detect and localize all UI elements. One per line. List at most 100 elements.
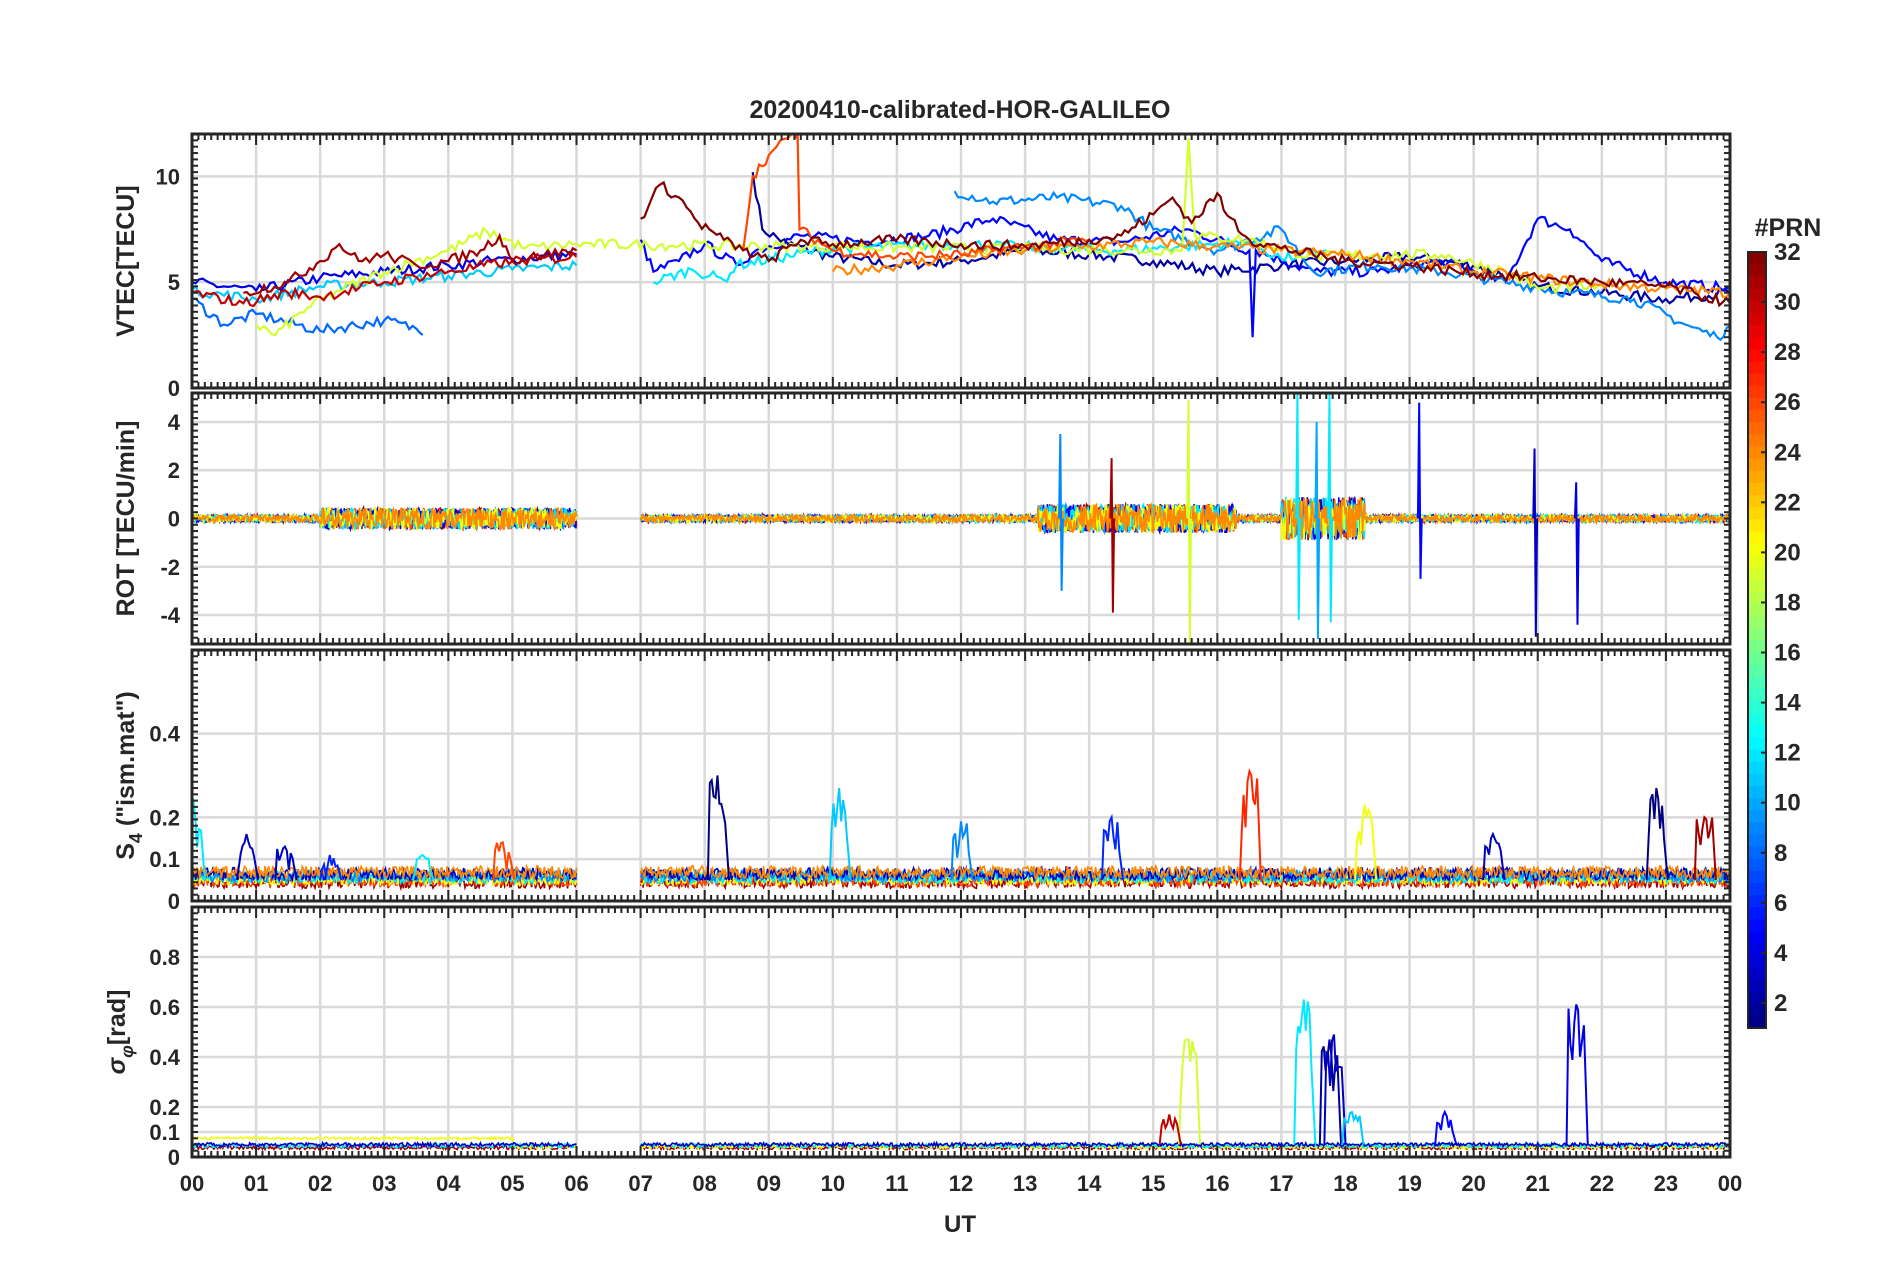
- x-tick-label: 09: [757, 1171, 781, 1196]
- colorbar-tick-label: 12: [1774, 740, 1801, 767]
- y-tick-label: 0: [168, 507, 180, 532]
- y-tick-label: 4: [168, 410, 181, 435]
- x-tick-label: 11: [885, 1171, 908, 1196]
- x-tick-label: 03: [372, 1171, 396, 1196]
- colorbar-tick-label: 2: [1774, 990, 1787, 1017]
- colorbar-band: [1748, 676, 1766, 689]
- y-tick-label: 0.6: [149, 995, 180, 1020]
- y-axis-label: ROT [TECU/min]: [112, 421, 140, 617]
- panel-rot: -4 -2 0 2 4 ROT [TECU/min]: [112, 391, 1732, 646]
- colorbar-band: [1748, 506, 1766, 520]
- colorbar-band: [1748, 458, 1766, 471]
- x-tick-label: 00: [180, 1171, 204, 1196]
- colorbar-tick-label: 6: [1774, 890, 1787, 917]
- y-axis-label: S4 ("ism.mat"): [112, 691, 146, 860]
- colorbar-band: [1748, 397, 1766, 411]
- colorbar-band: [1748, 809, 1766, 823]
- colorbar-band: [1748, 688, 1766, 702]
- x-tick-label: 06: [564, 1171, 588, 1196]
- s4-peak: [492, 841, 516, 881]
- x-tick-label: 08: [692, 1171, 716, 1196]
- rot-spike: [1109, 458, 1116, 613]
- y-tick-label: 2: [168, 458, 180, 483]
- colorbar-band: [1748, 664, 1766, 677]
- y-tick-label: 0: [168, 376, 180, 401]
- colorbar-band: [1748, 1003, 1766, 1017]
- s4-peak: [319, 854, 343, 881]
- x-tick-label: 22: [1590, 1171, 1614, 1196]
- rot-spike: [1186, 400, 1193, 644]
- s4-peak: [274, 844, 298, 881]
- colorbar-band: [1748, 979, 1766, 993]
- colorbar-tick-label: 24: [1774, 439, 1801, 466]
- sigma-peak: [1434, 1109, 1458, 1145]
- rot-spike: [1416, 402, 1423, 579]
- colorbar-tick-label: 28: [1774, 339, 1801, 366]
- colorbar-tick-label: 30: [1774, 289, 1801, 316]
- colorbar-band: [1748, 931, 1766, 944]
- colorbar-band: [1748, 446, 1766, 459]
- colorbar-tick-label: 26: [1774, 389, 1801, 416]
- sigma-peak: [1177, 1038, 1202, 1145]
- s4-peak: [1645, 787, 1669, 881]
- colorbar-band: [1748, 846, 1766, 859]
- sigma-peak: [1323, 1034, 1347, 1145]
- s4-peak: [950, 821, 974, 881]
- colorbar-band: [1748, 373, 1766, 386]
- colorbar-band: [1748, 955, 1766, 968]
- colorbar-tick-label: 8: [1774, 840, 1787, 867]
- chart-title: 20200410-calibrated-HOR-GALILEO: [750, 96, 1171, 124]
- rot-spike: [1295, 393, 1301, 620]
- colorbar-tick-label: 18: [1774, 589, 1801, 616]
- colorbar-band: [1748, 797, 1766, 811]
- x-tick-label: 16: [1205, 1171, 1229, 1196]
- x-axis-label: UT: [944, 1211, 976, 1238]
- colorbar-band: [1748, 773, 1766, 786]
- colorbar-band: [1748, 724, 1766, 738]
- x-tick-label: 19: [1397, 1171, 1421, 1196]
- s4-peak: [706, 775, 731, 881]
- y-tick-label: -2: [160, 555, 180, 580]
- colorbar-band: [1748, 700, 1766, 714]
- s4-peak: [1100, 813, 1125, 881]
- sigma-peak: [1158, 1114, 1182, 1145]
- x-tick-label: 21: [1526, 1171, 1550, 1196]
- y-tick-label: -4: [160, 603, 180, 628]
- colorbar-band: [1748, 567, 1766, 580]
- x-tick-label: 17: [1269, 1171, 1293, 1196]
- colorbar-band: [1748, 834, 1766, 847]
- y-tick-label: 0.1: [149, 847, 180, 872]
- y-tick-label: 0.4: [149, 722, 180, 747]
- colorbar-band: [1748, 409, 1766, 423]
- x-tick-label: 20: [1461, 1171, 1485, 1196]
- s4-peak: [412, 853, 436, 881]
- colorbar-band: [1748, 264, 1766, 277]
- x-tick-label: 07: [628, 1171, 652, 1196]
- vtec-series: [640, 180, 1730, 308]
- s4-peak: [1354, 804, 1378, 881]
- rot-spike: [1532, 448, 1539, 637]
- colorbar-band: [1748, 324, 1766, 338]
- x-tick-label: 01: [244, 1171, 268, 1196]
- colorbar-band: [1748, 543, 1766, 556]
- colorbar-band: [1748, 712, 1766, 726]
- colorbar-band: [1748, 991, 1766, 1005]
- colorbar-band: [1748, 615, 1766, 629]
- colorbar-band: [1748, 749, 1766, 762]
- panel-vtec-data: [192, 134, 1730, 342]
- x-tick-label: 02: [308, 1171, 332, 1196]
- x-tick-label: 12: [949, 1171, 973, 1196]
- y-tick-label: 5: [168, 270, 180, 295]
- y-tick-label: 0: [168, 889, 180, 914]
- panel-frame: [190, 905, 1732, 1159]
- s4-series: [639, 863, 1730, 882]
- y-tick-label: 0.2: [149, 1095, 180, 1120]
- sigma-peak: [1565, 1004, 1589, 1145]
- colorbar-tick-label: 20: [1774, 539, 1801, 566]
- panel-s4-data: [192, 768, 1730, 892]
- panel-sigma: 00.10.2 0.4 0.6 0.8 σφ[rad] 00 01 02 03 04 05 06 07 0…: [103, 905, 1742, 1196]
- rot-series: [192, 506, 578, 532]
- vtec-series: [192, 297, 424, 336]
